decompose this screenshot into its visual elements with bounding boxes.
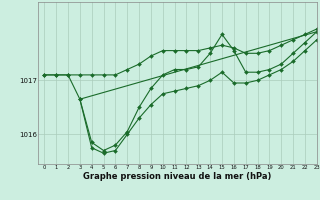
X-axis label: Graphe pression niveau de la mer (hPa): Graphe pression niveau de la mer (hPa) — [84, 172, 272, 181]
